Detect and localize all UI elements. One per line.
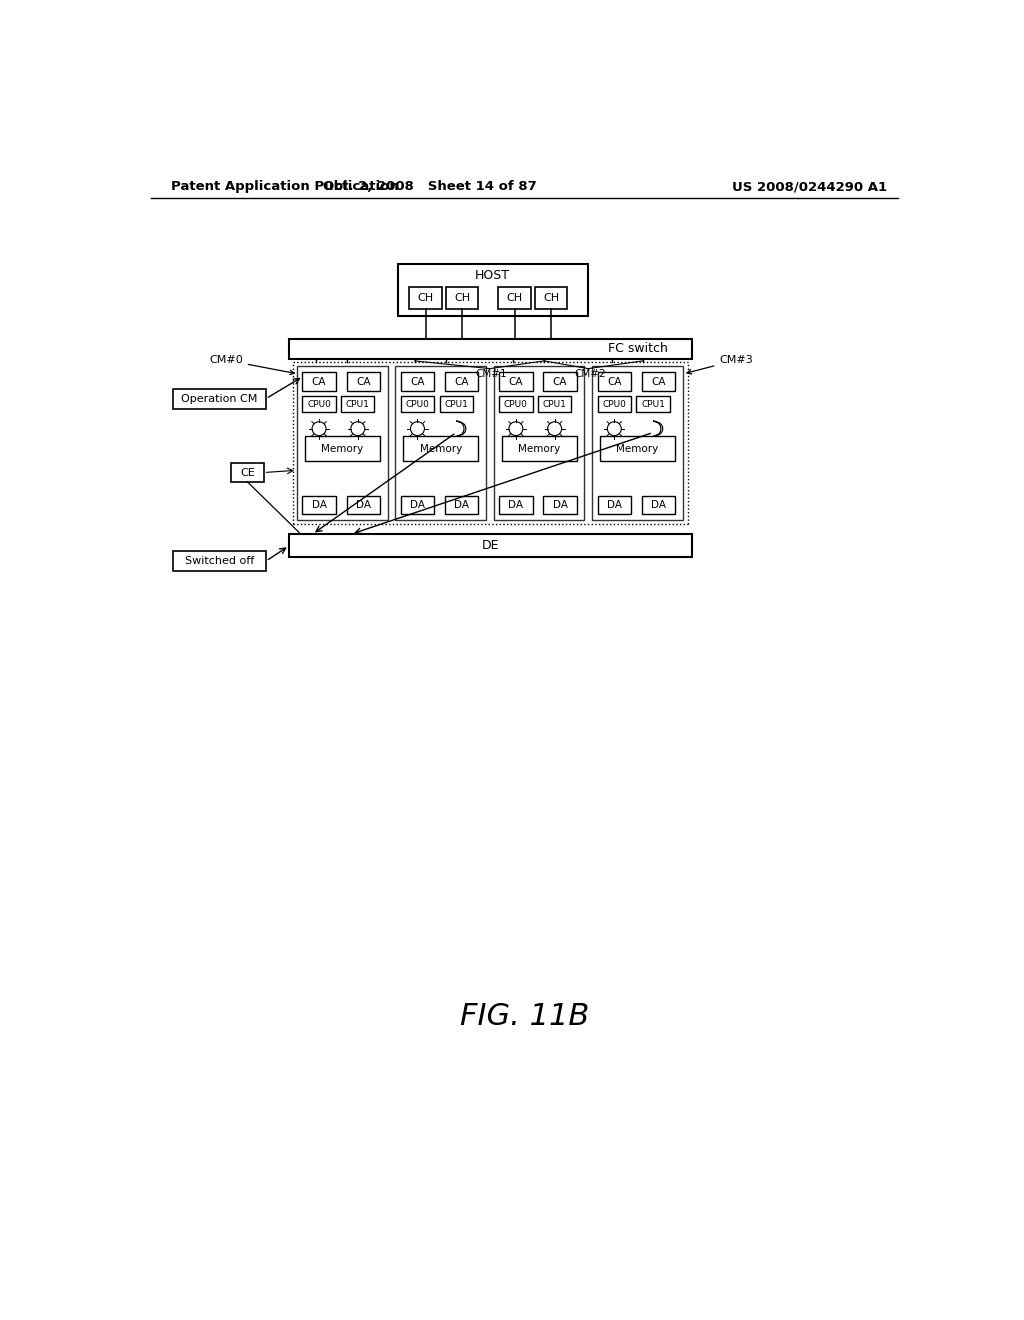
Text: Operation CM: Operation CM xyxy=(181,393,258,404)
Text: DA: DA xyxy=(651,500,666,510)
Text: DA: DA xyxy=(311,500,327,510)
FancyBboxPatch shape xyxy=(502,437,577,461)
Text: CPU0: CPU0 xyxy=(406,400,429,408)
Text: CA: CA xyxy=(607,376,622,387)
Text: CA: CA xyxy=(509,376,523,387)
FancyBboxPatch shape xyxy=(302,396,336,412)
FancyBboxPatch shape xyxy=(538,396,571,412)
Text: Switched off: Switched off xyxy=(184,556,254,566)
Text: FIG. 11B: FIG. 11B xyxy=(460,1002,590,1031)
Text: CA: CA xyxy=(651,376,666,387)
Text: Oct. 2, 2008   Sheet 14 of 87: Oct. 2, 2008 Sheet 14 of 87 xyxy=(324,181,538,194)
FancyBboxPatch shape xyxy=(410,286,442,309)
Text: CM#2: CM#2 xyxy=(574,370,606,379)
Text: CPU1: CPU1 xyxy=(543,400,566,408)
FancyBboxPatch shape xyxy=(544,496,577,515)
FancyBboxPatch shape xyxy=(598,496,631,515)
Text: CPU0: CPU0 xyxy=(307,400,331,408)
FancyBboxPatch shape xyxy=(445,372,478,391)
FancyBboxPatch shape xyxy=(346,496,380,515)
FancyBboxPatch shape xyxy=(400,396,434,412)
FancyBboxPatch shape xyxy=(397,264,588,317)
Text: CM#3: CM#3 xyxy=(687,355,753,374)
FancyBboxPatch shape xyxy=(346,372,380,391)
FancyBboxPatch shape xyxy=(403,437,478,461)
FancyBboxPatch shape xyxy=(500,496,532,515)
FancyBboxPatch shape xyxy=(302,372,336,391)
FancyBboxPatch shape xyxy=(544,372,577,391)
FancyBboxPatch shape xyxy=(400,496,434,515)
Text: CA: CA xyxy=(311,376,327,387)
Text: CPU1: CPU1 xyxy=(444,400,468,408)
FancyBboxPatch shape xyxy=(445,496,478,515)
Text: US 2008/0244290 A1: US 2008/0244290 A1 xyxy=(732,181,888,194)
FancyBboxPatch shape xyxy=(439,396,473,412)
Text: Patent Application Publication: Patent Application Publication xyxy=(171,181,398,194)
Text: DA: DA xyxy=(410,500,425,510)
FancyBboxPatch shape xyxy=(445,286,478,309)
Text: DA: DA xyxy=(508,500,523,510)
FancyBboxPatch shape xyxy=(642,372,675,391)
Text: CM#1: CM#1 xyxy=(476,370,507,379)
FancyBboxPatch shape xyxy=(400,372,434,391)
FancyBboxPatch shape xyxy=(636,396,670,412)
Text: Memory: Memory xyxy=(616,444,658,454)
FancyBboxPatch shape xyxy=(231,463,263,482)
FancyBboxPatch shape xyxy=(500,372,532,391)
FancyBboxPatch shape xyxy=(500,396,532,412)
Text: HOST: HOST xyxy=(475,269,510,282)
FancyBboxPatch shape xyxy=(499,286,531,309)
Text: CA: CA xyxy=(553,376,567,387)
FancyBboxPatch shape xyxy=(173,388,266,409)
Text: DA: DA xyxy=(454,500,469,510)
FancyBboxPatch shape xyxy=(289,339,692,359)
FancyBboxPatch shape xyxy=(600,437,675,461)
FancyBboxPatch shape xyxy=(289,535,692,557)
FancyBboxPatch shape xyxy=(598,372,631,391)
Text: CA: CA xyxy=(356,376,371,387)
Text: DA: DA xyxy=(553,500,567,510)
Text: CH: CH xyxy=(418,293,433,302)
Text: Memory: Memory xyxy=(322,444,364,454)
Text: CPU1: CPU1 xyxy=(641,400,665,408)
FancyBboxPatch shape xyxy=(592,367,683,520)
Text: FC switch: FC switch xyxy=(608,342,668,355)
Text: DA: DA xyxy=(607,500,622,510)
Text: CA: CA xyxy=(455,376,469,387)
Polygon shape xyxy=(457,421,466,437)
FancyBboxPatch shape xyxy=(494,367,585,520)
Text: DA: DA xyxy=(355,500,371,510)
Text: CPU0: CPU0 xyxy=(504,400,527,408)
FancyBboxPatch shape xyxy=(297,367,388,520)
Text: CM#0: CM#0 xyxy=(209,355,294,375)
Text: CE: CE xyxy=(240,467,255,478)
FancyBboxPatch shape xyxy=(305,437,380,461)
FancyBboxPatch shape xyxy=(173,552,266,572)
Text: DE: DE xyxy=(482,539,500,552)
FancyBboxPatch shape xyxy=(535,286,567,309)
Text: CH: CH xyxy=(507,293,523,302)
Text: CA: CA xyxy=(411,376,425,387)
Text: CPU1: CPU1 xyxy=(346,400,370,408)
Text: Memory: Memory xyxy=(420,444,462,454)
Polygon shape xyxy=(653,421,663,437)
FancyBboxPatch shape xyxy=(341,396,375,412)
Text: Memory: Memory xyxy=(518,444,560,454)
Text: CPU0: CPU0 xyxy=(602,400,627,408)
Text: CH: CH xyxy=(543,293,559,302)
FancyBboxPatch shape xyxy=(598,396,631,412)
Text: CH: CH xyxy=(454,293,470,302)
FancyBboxPatch shape xyxy=(395,367,486,520)
FancyBboxPatch shape xyxy=(642,496,675,515)
FancyBboxPatch shape xyxy=(302,496,336,515)
